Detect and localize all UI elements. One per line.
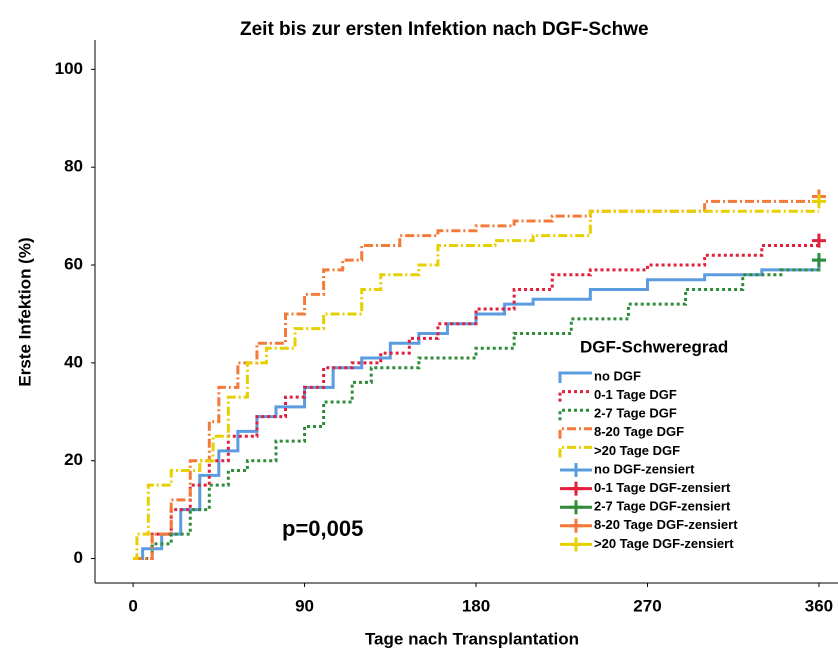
legend-label: no DGF-zensiert bbox=[594, 461, 695, 476]
legend-label: >20 Tage DGF-zensiert bbox=[594, 536, 734, 551]
censor-mark bbox=[811, 233, 826, 248]
legend-label: >20 Tage DGF bbox=[594, 443, 680, 458]
legend-swatch bbox=[569, 537, 583, 552]
y-tick-label: 60 bbox=[64, 255, 83, 274]
annotation: p=0,005 bbox=[282, 516, 363, 541]
legend-swatch bbox=[569, 463, 583, 477]
y-tick-label: 20 bbox=[64, 450, 83, 469]
legend-swatch bbox=[569, 518, 583, 533]
x-tick-label: 180 bbox=[462, 596, 490, 615]
legend-label: 2-7 Tage DGF bbox=[594, 406, 677, 421]
legend-swatch bbox=[558, 390, 592, 402]
legend-label: 2-7 Tage DGF-zensiert bbox=[594, 499, 731, 514]
censor-mark bbox=[811, 253, 826, 268]
legend-label: no DGF bbox=[594, 368, 641, 383]
censor-mark bbox=[811, 194, 826, 209]
y-axis-label: Erste Infektion (%) bbox=[15, 237, 34, 386]
legend-swatch bbox=[558, 445, 592, 458]
legend-label: 0-1 Tage DGF-zensiert bbox=[594, 480, 731, 495]
x-tick-label: 270 bbox=[633, 596, 661, 615]
y-tick-label: 0 bbox=[74, 548, 83, 567]
km-line bbox=[133, 260, 821, 561]
x-axis-label: Tage nach Transplantation bbox=[365, 629, 579, 648]
km-line bbox=[133, 209, 819, 561]
legend-label: 8-20 Tage DGF bbox=[594, 424, 684, 439]
y-tick-label: 100 bbox=[55, 59, 83, 78]
legend-swatch bbox=[569, 481, 583, 496]
legend-label: 8-20 Tage DGF-zensiert bbox=[594, 517, 738, 532]
legend-swatch bbox=[558, 408, 592, 421]
x-tick-label: 90 bbox=[295, 596, 314, 615]
km-line bbox=[133, 260, 821, 561]
chart-title: Zeit bis zur ersten Infektion nach DGF-S… bbox=[240, 19, 649, 40]
legend-swatch bbox=[558, 427, 592, 439]
y-tick-label: 80 bbox=[64, 157, 83, 176]
x-tick-label: 360 bbox=[805, 596, 833, 615]
legend-swatch bbox=[558, 371, 592, 383]
legend-title: DGF-Schweregrad bbox=[580, 337, 728, 356]
y-tick-label: 40 bbox=[64, 352, 83, 371]
legend-swatch bbox=[569, 500, 583, 515]
legend-label: 0-1 Tage DGF bbox=[594, 387, 677, 402]
x-tick-label: 0 bbox=[128, 596, 137, 615]
